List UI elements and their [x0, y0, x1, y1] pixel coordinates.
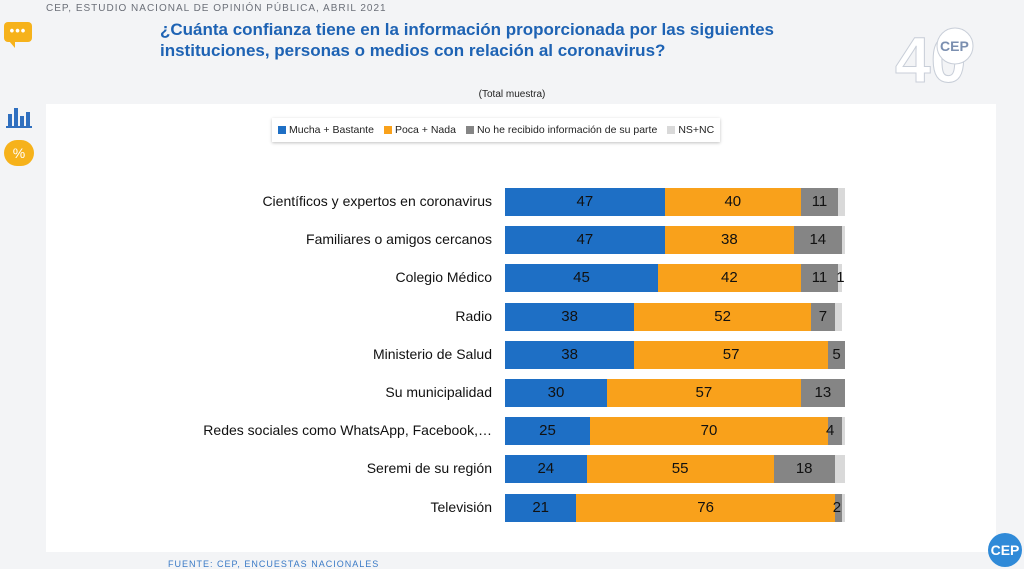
chat-icon[interactable]: ••• [4, 22, 32, 48]
category-label: Su municipalidad [385, 384, 492, 400]
bar-segment-mucha [505, 455, 587, 484]
legend-item-poca: Poca + Nada [383, 124, 456, 136]
data-label: 57 [722, 345, 740, 363]
bar-segment-poca [586, 455, 774, 484]
legend-swatch [383, 126, 392, 134]
legend-label: Poca + Nada [394, 124, 456, 136]
bar-segment-poca [607, 379, 801, 407]
legend-label: No he recibido información de su parte [476, 124, 658, 136]
bar-segment-nsnc [834, 302, 842, 331]
data-label: 24 [537, 460, 555, 478]
data-label: 57 [695, 384, 713, 401]
source-note: FUENTE: CEP, ENCUESTAS NACIONALES [168, 559, 380, 569]
data-label: 4 [826, 422, 835, 440]
data-label: 45 [573, 269, 590, 287]
data-label: 52 [714, 307, 731, 325]
cep-badge[interactable]: CEP [988, 533, 1022, 567]
category-label: Científicos y expertos en coronavirus [262, 193, 492, 209]
chart-legend: Mucha + Bastante Poca + Nada No he recib… [272, 118, 721, 142]
legend-item-no-info: No he recibido información de su parte [465, 124, 658, 136]
data-label: 7 [818, 307, 828, 325]
bar-segment-mucha [505, 302, 635, 331]
bar-segment-mucha [505, 340, 635, 369]
bar-segment-no-info [811, 302, 835, 331]
legend-label: Mucha + Bastante [289, 124, 374, 136]
bar-segment-nsnc [841, 493, 845, 522]
bar-segment-nsnc [834, 455, 845, 484]
data-label: 76 [697, 498, 714, 516]
bar-segment-no-info [828, 417, 842, 446]
bar-segment-poca [664, 188, 801, 216]
legend-swatch [278, 126, 286, 134]
bar-segment-nsnc [841, 226, 845, 255]
category-label: Seremi de su región [366, 460, 492, 477]
bar-segment-poca [634, 302, 811, 331]
bar-segment-nsnc [838, 264, 842, 293]
category-label: Familiares o amigos cercanos [306, 231, 492, 248]
bar-segment-no-info [794, 226, 842, 255]
legend-item-mucha: Mucha + Bastante [278, 124, 374, 136]
legend-label: NS+NC [678, 124, 715, 136]
bar-segment-no-info [828, 340, 845, 369]
data-label: 11 [811, 193, 828, 210]
data-label: 38 [561, 345, 578, 363]
category-label: Televisión [430, 498, 492, 515]
bar-segment-no-info [800, 188, 839, 216]
data-label: 55 [671, 460, 689, 478]
data-label: 11 [811, 269, 828, 287]
percent-button[interactable]: % [4, 140, 34, 166]
bar-segment-poca [658, 264, 801, 293]
data-label: 42 [721, 269, 738, 287]
bar-chart-icon[interactable] [6, 106, 32, 128]
data-label: 21 [532, 498, 550, 516]
data-label: 2 [832, 498, 842, 516]
bar-segment-poca [576, 493, 835, 522]
bar-segment-poca [664, 226, 794, 255]
bar-segment-poca [634, 340, 828, 369]
data-label: 40 [724, 193, 742, 210]
bar-segment-no-info [834, 493, 842, 522]
data-label: 47 [576, 231, 594, 249]
survey-title: CEP, ESTUDIO NACIONAL DE OPINIÓN PÚBLICA… [46, 3, 387, 14]
chart-question: ¿Cuánta confianza tiene en la informació… [160, 20, 774, 60]
data-label: 5 [832, 345, 841, 363]
bar-segment-no-info [800, 379, 845, 407]
data-label: 38 [721, 231, 738, 249]
legend-swatch [465, 126, 474, 134]
data-label: 30 [547, 384, 565, 401]
data-label: 1 [836, 269, 845, 287]
data-label: 18 [795, 460, 813, 478]
bar-segment-no-info [773, 455, 835, 484]
bar-segment-poca [590, 417, 828, 446]
bar-segment-mucha [505, 493, 577, 522]
category-label: Colegio Médico [395, 269, 493, 286]
bar-segment-nsnc [841, 417, 845, 446]
chat-glyph: ••• [9, 23, 27, 38]
data-label: 38 [561, 307, 578, 325]
data-label: 25 [539, 422, 556, 440]
category-label: Ministerio de Salud [372, 345, 492, 362]
category-label: Redes sociales como WhatsApp, Facebook,… [203, 422, 492, 439]
cep-40-logo: 40 CEP [895, 24, 974, 90]
bar-segment-mucha [505, 226, 665, 255]
bar-segment-nsnc [838, 188, 845, 216]
data-label: 14 [809, 231, 827, 249]
bar-segment-no-info [800, 264, 839, 293]
legend-item-nsnc: NS+NC [667, 124, 714, 136]
legend-swatch [667, 126, 676, 134]
bar-segment-mucha [505, 417, 590, 446]
category-label: Radio [455, 307, 492, 324]
chart-subtitle: (Total muestra) [478, 89, 546, 100]
bar-segment-mucha [505, 188, 665, 216]
bar-segment-mucha [505, 379, 607, 407]
bar-segment-mucha [505, 264, 658, 293]
data-label: 47 [576, 193, 594, 210]
data-label: 13 [814, 384, 832, 401]
logo-text: CEP [940, 38, 969, 54]
data-label: 70 [700, 422, 718, 440]
